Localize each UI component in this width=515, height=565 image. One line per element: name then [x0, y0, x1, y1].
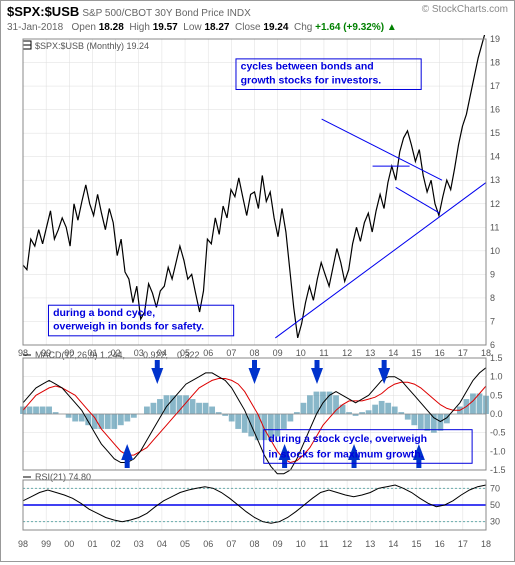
svg-text:01: 01 — [87, 539, 97, 549]
chart-subtitle: S&P 500/CBOT 30Y Bond Price INDX — [82, 8, 250, 19]
svg-text:11: 11 — [319, 348, 328, 358]
svg-text:1.0: 1.0 — [490, 372, 503, 382]
svg-text:18: 18 — [490, 58, 500, 68]
date-label: 31-Jan-2018 — [7, 22, 63, 33]
svg-text:during a bond cycle,: during a bond cycle, — [53, 307, 155, 319]
up-arrow-icon: ▲ — [387, 22, 397, 33]
svg-text:15: 15 — [412, 348, 422, 358]
svg-text:70: 70 — [490, 483, 500, 493]
svg-text:06: 06 — [203, 539, 213, 549]
svg-text:19: 19 — [490, 35, 500, 44]
svg-text:03: 03 — [134, 539, 144, 549]
svg-text:07: 07 — [226, 348, 236, 358]
svg-text:9: 9 — [490, 269, 495, 279]
chg-value: +1.64 (+9.32%) — [315, 22, 384, 33]
svg-text:12: 12 — [342, 348, 352, 358]
svg-text:08: 08 — [249, 539, 259, 549]
svg-text:10: 10 — [296, 348, 306, 358]
svg-text:04: 04 — [157, 539, 167, 549]
svg-text:00: 00 — [64, 539, 74, 549]
svg-text:15: 15 — [490, 128, 500, 138]
svg-text:06: 06 — [203, 348, 213, 358]
chg-label: Chg — [294, 22, 312, 33]
chart-header: $SPX:$USB S&P 500/CBOT 30Y Bond Price IN… — [1, 1, 514, 22]
svg-text:17: 17 — [458, 348, 468, 358]
close-value: 19.24 — [263, 22, 288, 33]
svg-text:17: 17 — [490, 81, 500, 91]
svg-text:$SPX:$USB (Monthly) 19.24: $SPX:$USB (Monthly) 19.24 — [35, 41, 149, 51]
svg-text:09: 09 — [273, 348, 283, 358]
svg-text:14: 14 — [388, 348, 398, 358]
high-value: 19.57 — [153, 22, 178, 33]
svg-text:10: 10 — [296, 539, 306, 549]
low-label: Low — [183, 22, 201, 33]
svg-text:09: 09 — [273, 539, 283, 549]
svg-text:13: 13 — [490, 175, 500, 185]
svg-text:05: 05 — [180, 539, 190, 549]
svg-text:-1.5: -1.5 — [490, 465, 506, 475]
svg-text:98: 98 — [18, 348, 28, 358]
svg-text:0.0: 0.0 — [490, 409, 503, 419]
svg-text:7: 7 — [490, 316, 495, 326]
svg-text:15: 15 — [412, 539, 422, 549]
svg-text:16: 16 — [490, 105, 500, 115]
ticker-symbol: $SPX:$USB — [7, 4, 79, 19]
svg-text:growth stocks for investors.: growth stocks for investors. — [241, 74, 382, 86]
attribution-text: © StockCharts.com — [422, 4, 508, 15]
svg-text:30: 30 — [490, 517, 500, 527]
svg-text:12: 12 — [342, 539, 352, 549]
high-label: High — [129, 22, 150, 33]
svg-text:98: 98 — [18, 539, 28, 549]
svg-text:11: 11 — [319, 539, 328, 549]
svg-text:14: 14 — [490, 152, 500, 162]
chart-svg: 6789101112131415161718199899000102030405… — [1, 35, 515, 565]
open-value: 18.28 — [99, 22, 124, 33]
svg-text:0.5: 0.5 — [490, 390, 503, 400]
svg-text:12: 12 — [490, 199, 500, 209]
svg-text:50: 50 — [490, 500, 500, 510]
svg-text:17: 17 — [458, 539, 468, 549]
svg-text:02: 02 — [111, 539, 121, 549]
svg-text:in stocks for maximum growth.: in stocks for maximum growth. — [268, 449, 423, 461]
svg-text:-1.0: -1.0 — [490, 446, 506, 456]
svg-text:overweigh in bonds for safety.: overweigh in bonds for safety. — [53, 321, 204, 333]
open-label: Open — [72, 22, 96, 33]
svg-text:8: 8 — [490, 293, 495, 303]
svg-text:13: 13 — [365, 348, 375, 358]
svg-text:08: 08 — [249, 348, 259, 358]
svg-text:16: 16 — [435, 539, 445, 549]
svg-text:18: 18 — [481, 539, 491, 549]
svg-text:99: 99 — [41, 539, 51, 549]
ohlc-row: 31-Jan-2018 Open 18.28 High 19.57 Low 18… — [1, 22, 514, 35]
svg-text:16: 16 — [435, 348, 445, 358]
svg-text:07: 07 — [226, 539, 236, 549]
svg-text:-0.5: -0.5 — [490, 428, 506, 438]
svg-text:cycles between bonds and: cycles between bonds and — [241, 61, 374, 73]
svg-text:10: 10 — [490, 246, 500, 256]
svg-text:1.5: 1.5 — [490, 353, 503, 363]
close-label: Close — [235, 22, 261, 33]
svg-text:14: 14 — [388, 539, 398, 549]
low-value: 18.27 — [204, 22, 229, 33]
svg-text:11: 11 — [490, 222, 499, 232]
stockchart-container: $SPX:$USB S&P 500/CBOT 30Y Bond Price IN… — [0, 0, 515, 562]
svg-text:during a stock cycle, overweig: during a stock cycle, overweigh — [268, 433, 427, 445]
svg-text:13: 13 — [365, 539, 375, 549]
